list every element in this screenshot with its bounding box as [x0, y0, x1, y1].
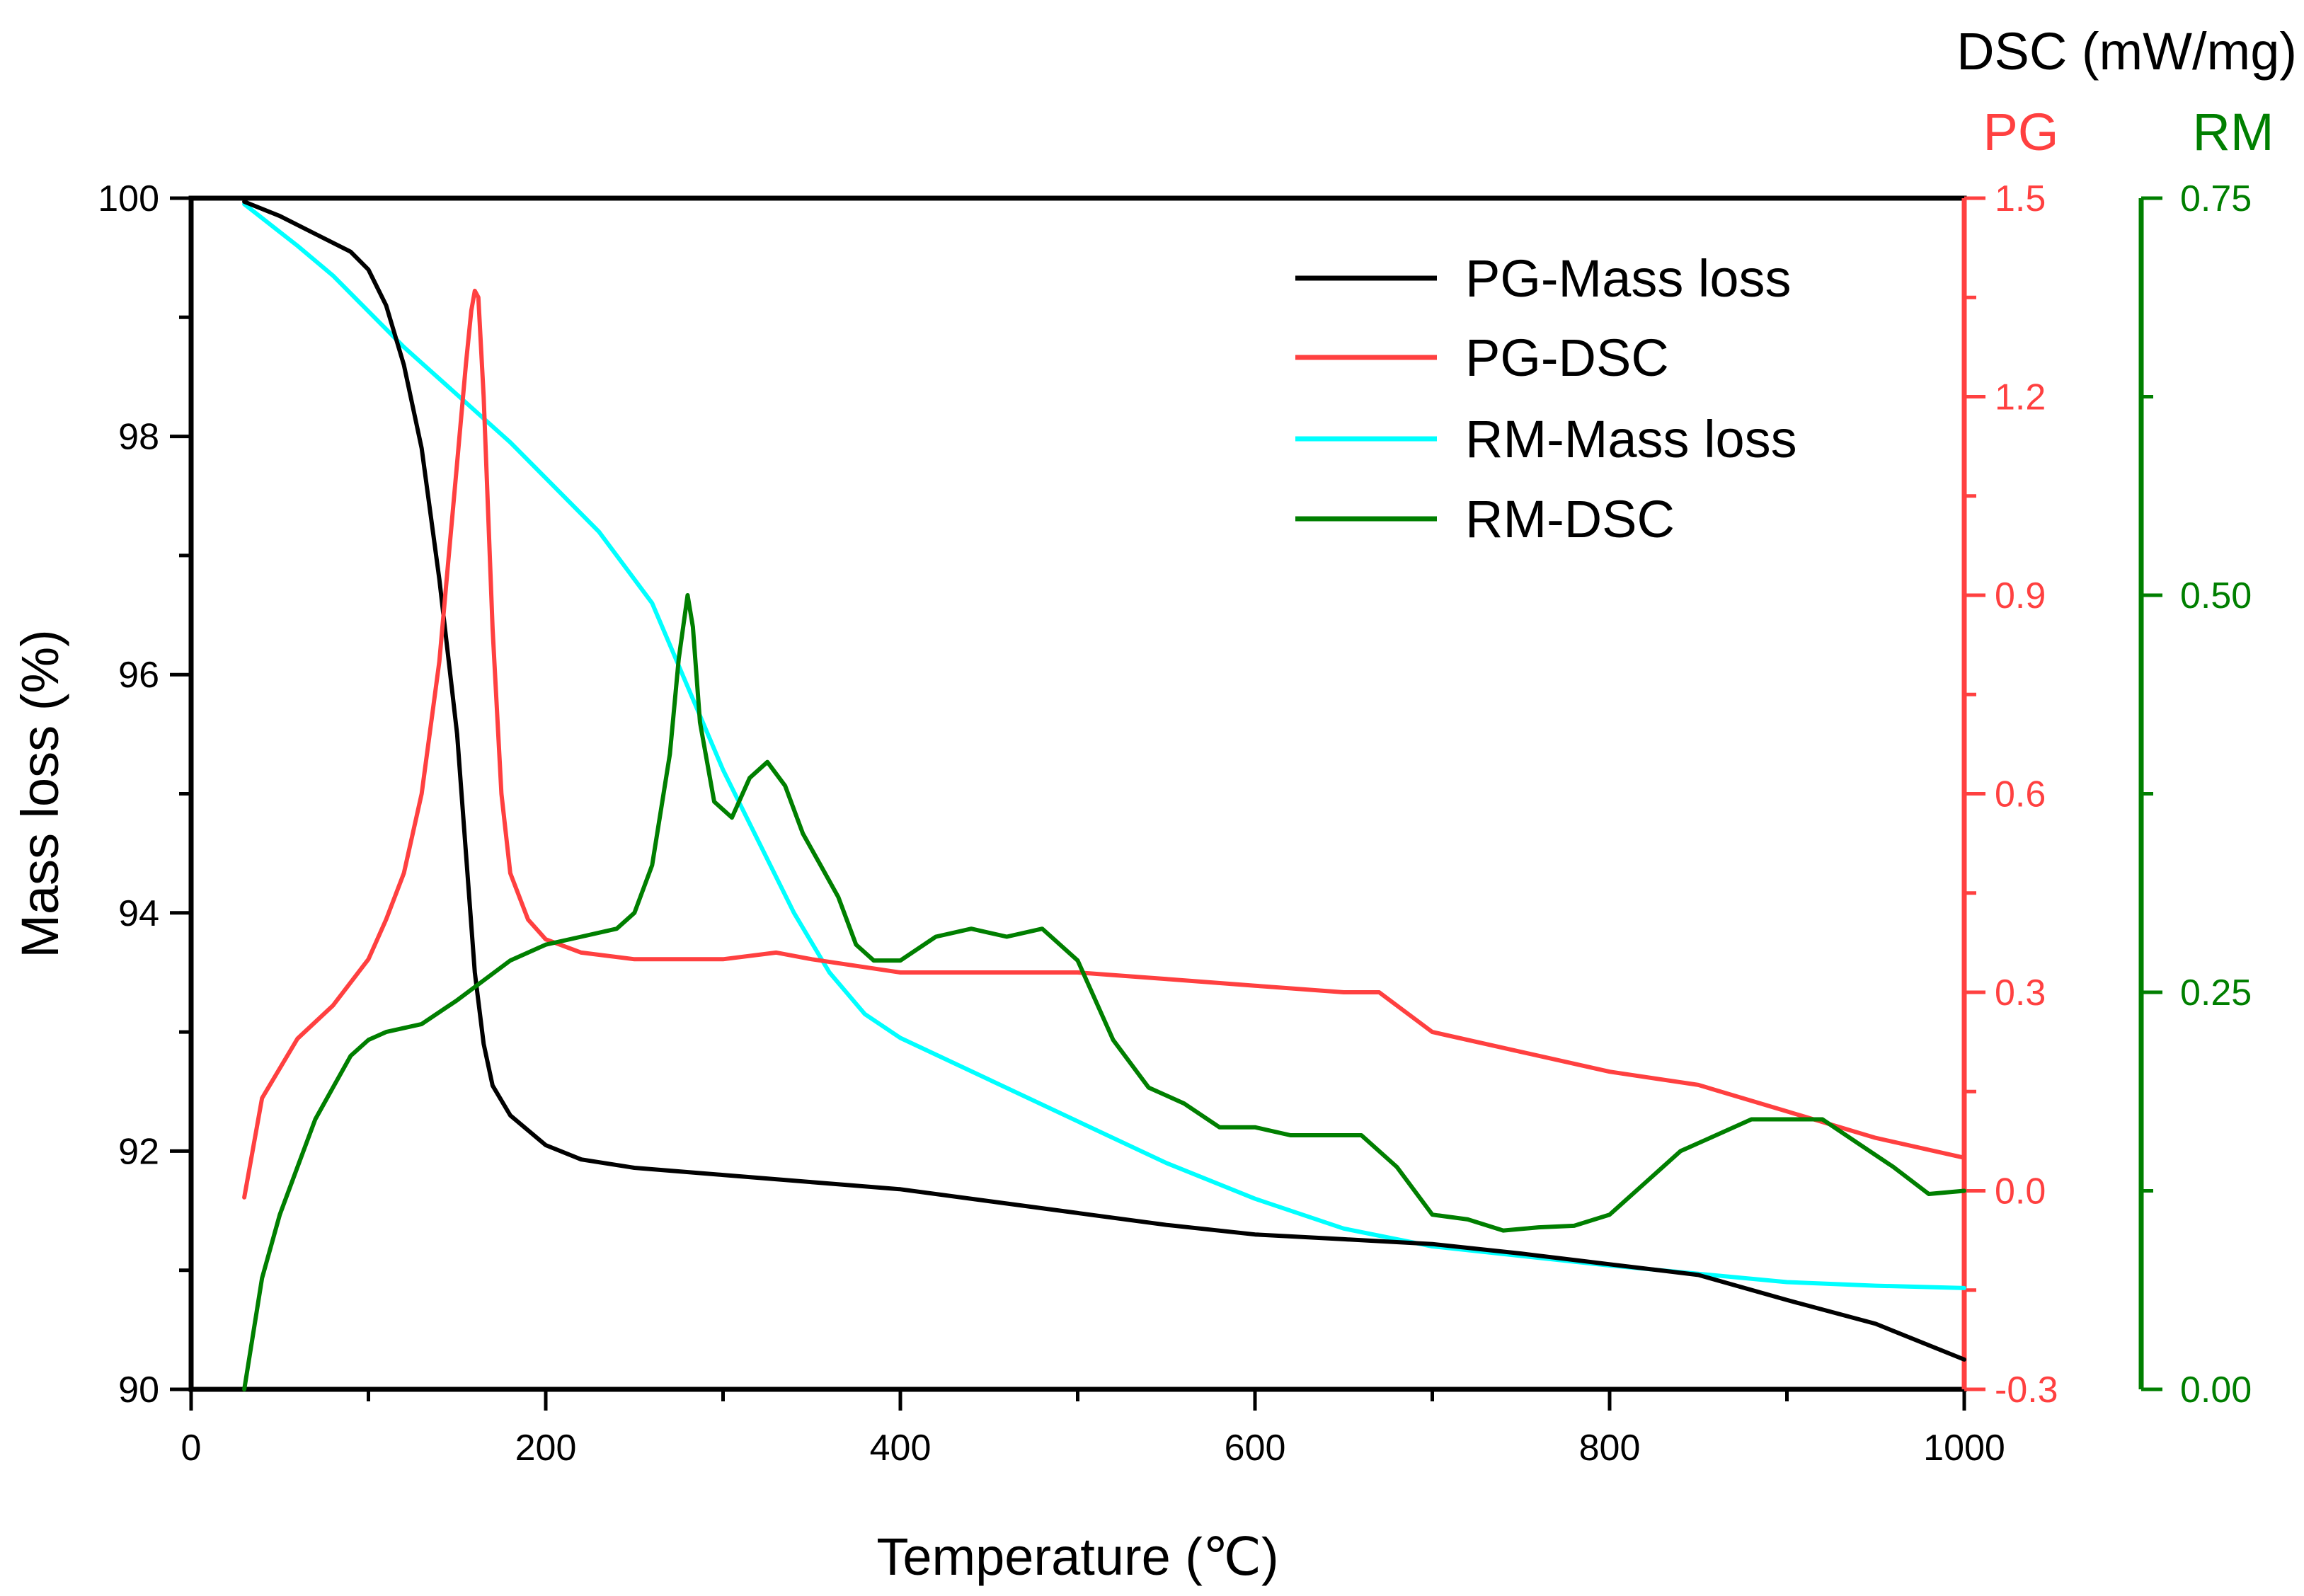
- y2-tick-label: 1.5: [1995, 178, 2046, 219]
- legend-label: PG-Mass loss: [1465, 249, 1792, 308]
- dsc-axis-header: DSC (mW/mg): [1956, 22, 2297, 81]
- y3-tick-label: 0.00: [2180, 1370, 2252, 1411]
- series-line-pg-dsc: [242, 288, 1966, 1200]
- y-tick-label: 90: [118, 1370, 159, 1411]
- x-tick-label: 200: [515, 1428, 577, 1469]
- y-axis-title: Mass loss (%): [11, 629, 69, 958]
- series-line-pg-mass-loss: [242, 200, 1966, 1362]
- y2-tick-label: 0.0: [1995, 1171, 2046, 1212]
- y-tick-label: 98: [118, 417, 159, 458]
- x-tick-label: 1000: [1923, 1428, 2005, 1469]
- x-tick-label: 0: [181, 1428, 202, 1469]
- y2-tick-label: 0.6: [1995, 774, 2046, 815]
- legend-label: RM-Mass loss: [1465, 410, 1797, 469]
- y3-tick-label: 0.50: [2180, 575, 2252, 616]
- y-tick-label: 92: [118, 1131, 159, 1172]
- y3-tick-label: 0.25: [2180, 972, 2252, 1014]
- series-line-rm-dsc: [242, 593, 1966, 1391]
- y3-tick-label: 0.75: [2180, 178, 2252, 219]
- rm-axis-label: RM: [2192, 103, 2274, 161]
- series-line-rm-mass-loss: [242, 202, 1966, 1290]
- x-tick-label: 800: [1579, 1428, 1641, 1469]
- y2-tick-label: 0.9: [1995, 575, 2046, 616]
- y-tick-label: 94: [118, 893, 159, 934]
- y2-tick-label: -0.3: [1995, 1370, 2058, 1411]
- legend-label: PG-DSC: [1465, 328, 1669, 387]
- y-tick-label: 100: [98, 178, 159, 219]
- x-tick-label: 600: [1225, 1428, 1286, 1469]
- y-tick-label: 96: [118, 655, 159, 696]
- x-tick-label: 400: [870, 1428, 932, 1469]
- y2-tick-label: 1.2: [1995, 377, 2046, 418]
- y2-tick-label: 0.3: [1995, 972, 2046, 1014]
- x-axis-title: Temperature (℃): [876, 1527, 1278, 1586]
- legend-label: RM-DSC: [1465, 490, 1675, 549]
- pg-axis-label: PG: [1983, 103, 2059, 161]
